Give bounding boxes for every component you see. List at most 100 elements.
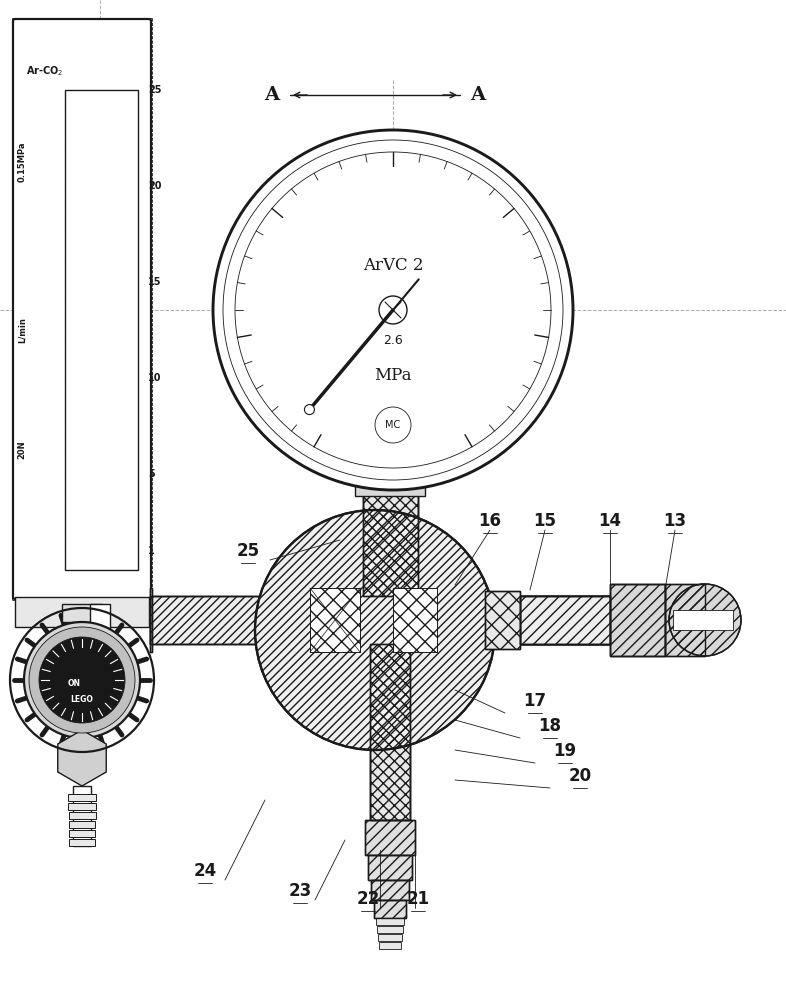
Text: A: A (264, 86, 280, 104)
Circle shape (379, 296, 407, 324)
Bar (485, 596, 680, 644)
Bar (62, 604, 102, 622)
Text: 2.6: 2.6 (383, 334, 403, 347)
Bar (610, 584, 665, 656)
Bar (368, 855, 412, 880)
Text: MC: MC (385, 420, 401, 430)
Text: 15: 15 (148, 277, 161, 287)
Text: A: A (471, 86, 486, 104)
Text: ON: ON (68, 680, 80, 688)
Text: 13: 13 (663, 512, 686, 530)
FancyBboxPatch shape (13, 19, 151, 599)
Circle shape (375, 407, 411, 443)
Text: 20: 20 (148, 181, 161, 191)
Text: 21: 21 (406, 890, 430, 908)
Polygon shape (57, 730, 106, 786)
Bar (310, 588, 360, 652)
Text: 5: 5 (148, 469, 155, 479)
Text: Ar-CO$_2$: Ar-CO$_2$ (25, 64, 63, 78)
Bar (150, 588, 152, 652)
Bar (485, 596, 680, 644)
Bar (363, 490, 418, 596)
Bar (485, 591, 520, 649)
Bar (68, 812, 96, 819)
Bar (379, 942, 401, 949)
Text: 10: 10 (148, 373, 161, 383)
Text: 19: 19 (553, 742, 577, 760)
Bar (610, 584, 665, 656)
Circle shape (255, 510, 495, 750)
Bar (393, 588, 437, 652)
Bar (363, 490, 418, 596)
Text: 22: 22 (356, 890, 380, 908)
Bar (69, 830, 95, 837)
Circle shape (39, 637, 125, 723)
Bar (371, 880, 409, 900)
Bar (393, 588, 437, 652)
Bar (377, 926, 403, 933)
Bar (365, 820, 415, 855)
Bar (65, 90, 138, 570)
Text: 18: 18 (538, 717, 561, 735)
Bar (368, 855, 412, 880)
Bar (69, 839, 95, 846)
Bar (520, 596, 610, 644)
Bar (68, 794, 96, 801)
Bar (370, 644, 410, 820)
Bar (355, 478, 425, 496)
Bar (150, 596, 720, 644)
Bar (150, 596, 720, 644)
Text: 1: 1 (148, 546, 155, 556)
Text: 20: 20 (568, 767, 592, 785)
Text: 15: 15 (534, 512, 556, 530)
Bar (365, 820, 415, 855)
Bar (610, 584, 665, 656)
Circle shape (213, 130, 573, 490)
Text: 20N: 20N (17, 441, 27, 459)
Bar (90, 604, 110, 628)
Bar (150, 596, 720, 644)
Bar (363, 490, 418, 596)
Bar (68, 803, 96, 810)
Circle shape (669, 584, 741, 656)
Bar (376, 918, 404, 925)
Text: 14: 14 (598, 512, 622, 530)
Bar (665, 584, 705, 656)
Bar (150, 588, 152, 652)
Text: 25: 25 (148, 85, 161, 95)
Text: MPa: MPa (374, 366, 412, 383)
Text: 23: 23 (288, 882, 311, 900)
Text: 17: 17 (523, 692, 546, 710)
Circle shape (29, 627, 135, 733)
Bar (374, 900, 406, 918)
Text: 25: 25 (237, 542, 259, 560)
Bar (368, 855, 412, 880)
Text: LEGO: LEGO (71, 696, 94, 704)
Bar (485, 596, 680, 644)
Bar (374, 900, 406, 918)
Bar (371, 880, 409, 900)
Text: ArVC 2: ArVC 2 (363, 256, 423, 273)
Circle shape (304, 405, 314, 415)
Bar (378, 934, 402, 941)
Circle shape (24, 622, 140, 738)
Bar (370, 644, 410, 820)
Text: L/min: L/min (17, 317, 27, 343)
Bar (15, 597, 149, 627)
Bar (520, 596, 610, 644)
Bar (370, 644, 410, 820)
Bar (520, 596, 610, 644)
Bar (68, 821, 95, 828)
Bar (310, 588, 360, 652)
Bar (673, 610, 733, 630)
Bar (371, 880, 409, 900)
Bar (374, 900, 406, 918)
Text: 0.15MPa: 0.15MPa (17, 142, 27, 182)
Bar (365, 820, 415, 855)
Text: 16: 16 (479, 512, 501, 530)
Bar (485, 591, 520, 649)
Text: 24: 24 (193, 862, 217, 880)
Bar (665, 584, 705, 656)
Circle shape (235, 152, 551, 468)
Bar (73, 786, 91, 846)
